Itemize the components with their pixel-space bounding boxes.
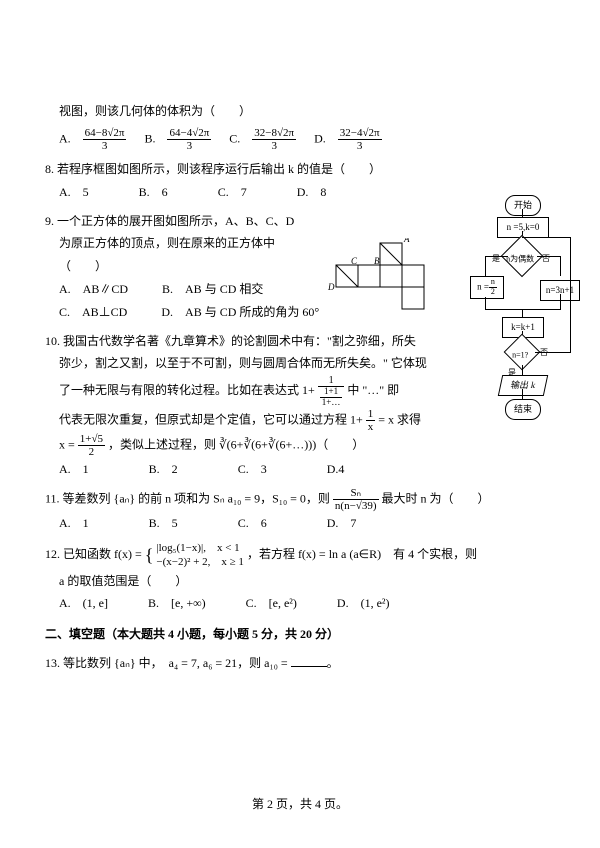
svg-text:D: D (327, 282, 335, 292)
q11-opt-d: D. 7 (327, 512, 357, 535)
q11-opt-b: B. 5 (149, 512, 178, 535)
q8-opt-c: C. 7 (218, 181, 247, 204)
page-footer: 第 2 页，共 4 页。 (0, 793, 600, 816)
q7-stem-tail: 视图，则该几何体的体积为（ ） (59, 100, 555, 123)
q7-opt-b: B. 64−4√2π3 (144, 127, 211, 152)
q9-opt-a: A. AB∥CD (59, 278, 128, 301)
q7-opt-d: D. 32−4√2π3 (314, 127, 381, 152)
q12-l2: a 的取值范围是（ ） (59, 570, 555, 593)
q9-opt-d: D. AB 与 CD 所成的角为 60° (161, 301, 319, 324)
cube-net-diagram: A B C D (315, 238, 445, 313)
flowchart-diagram: 开始 n =5,k=0 n为偶数 是 否 n =n2 n=3n+1 k=k+1 … (472, 195, 572, 435)
q8-opt-a: A. 5 (59, 181, 89, 204)
q9-opt-c: C. AB⊥CD (59, 301, 127, 324)
svg-text:C: C (351, 256, 358, 266)
q10-l3a: 了一种无限与有限的转化过程。比如在表达式 1+ (59, 383, 315, 397)
q11-options: A. 1 B. 5 C. 6 D. 7 (59, 512, 555, 535)
q12-stem: 12. 已知函数 f(x) = { |log₅(1−x)|, x < 1 −(x… (45, 541, 555, 570)
q12-opt-a: A. (1, e] (59, 592, 108, 615)
q7-opt-c: C. 32−8√2π3 (229, 127, 296, 152)
q8-stem: 8. 若程序框图如图所示，则该程序运行后输出 k 的值是（ ） (45, 158, 555, 181)
svg-text:B: B (374, 256, 380, 266)
q8-opt-d: D. 8 (297, 181, 327, 204)
q11: 11. 等差数列 {aₙ} 的前 n 项和为 Sₙ a₁₀ = 9，S₁₀ = … (45, 487, 555, 535)
q12-options: A. (1, e] B. [e, +∞) C. [e, e²) D. (1, e… (59, 592, 555, 615)
q13: 13. 等比数列 {aₙ} 中， a₄ = 7, a₆ = 21，则 a₁₀ =… (45, 652, 555, 675)
fc-end: 结束 (505, 399, 541, 420)
q12-opt-b: B. [e, +∞) (148, 592, 206, 615)
q10-l5: x = 1+√52 ，类似上述过程，则 ∛(6+∛(6+∛(6+…)))（ ） (59, 433, 555, 458)
q12-opt-c: C. [e, e²) (246, 592, 297, 615)
q10-continued-frac: 1 1+1 1+… (318, 375, 345, 408)
q8-opt-b: B. 6 (139, 181, 168, 204)
q7-opt-a: A. 64−8√2π3 (59, 127, 126, 152)
q11-opt-a: A. 1 (59, 512, 89, 535)
q9-opt-b: B. AB 与 CD 相交 (162, 278, 263, 301)
fc-even: n =n2 (470, 276, 504, 299)
q11-stem: 11. 等差数列 {aₙ} 的前 n 项和为 Sₙ a₁₀ = 9，S₁₀ = … (45, 487, 555, 512)
q11-opt-c: C. 6 (238, 512, 267, 535)
q10-opt-b: B. 2 (149, 458, 178, 481)
fc-out: 输出 k (498, 375, 548, 396)
q12: 12. 已知函数 f(x) = { |log₅(1−x)|, x < 1 −(x… (45, 541, 555, 615)
q10-opt-d: D.4 (327, 458, 345, 481)
q10-options: A. 1 B. 2 C. 3 D.4 (59, 458, 555, 481)
fc-start: 开始 (505, 195, 541, 216)
q12-opt-d: D. (1, e²) (337, 592, 390, 615)
q10-opt-c: C. 3 (238, 458, 267, 481)
q10-l3b: 中 "…" 即 (347, 383, 399, 397)
svg-text:A: A (403, 238, 410, 244)
q10-opt-a: A. 1 (59, 458, 89, 481)
q13-blank (291, 666, 327, 667)
section2-title: 二、填空题（本大题共 4 小题，每小题 5 分，共 20 分） (45, 623, 555, 646)
q7-options: A. 64−8√2π3 B. 64−4√2π3 C. 32−8√2π3 D. 3… (59, 127, 555, 152)
q7-tail: 视图，则该几何体的体积为（ ） A. 64−8√2π3 B. 64−4√2π3 … (45, 100, 555, 152)
